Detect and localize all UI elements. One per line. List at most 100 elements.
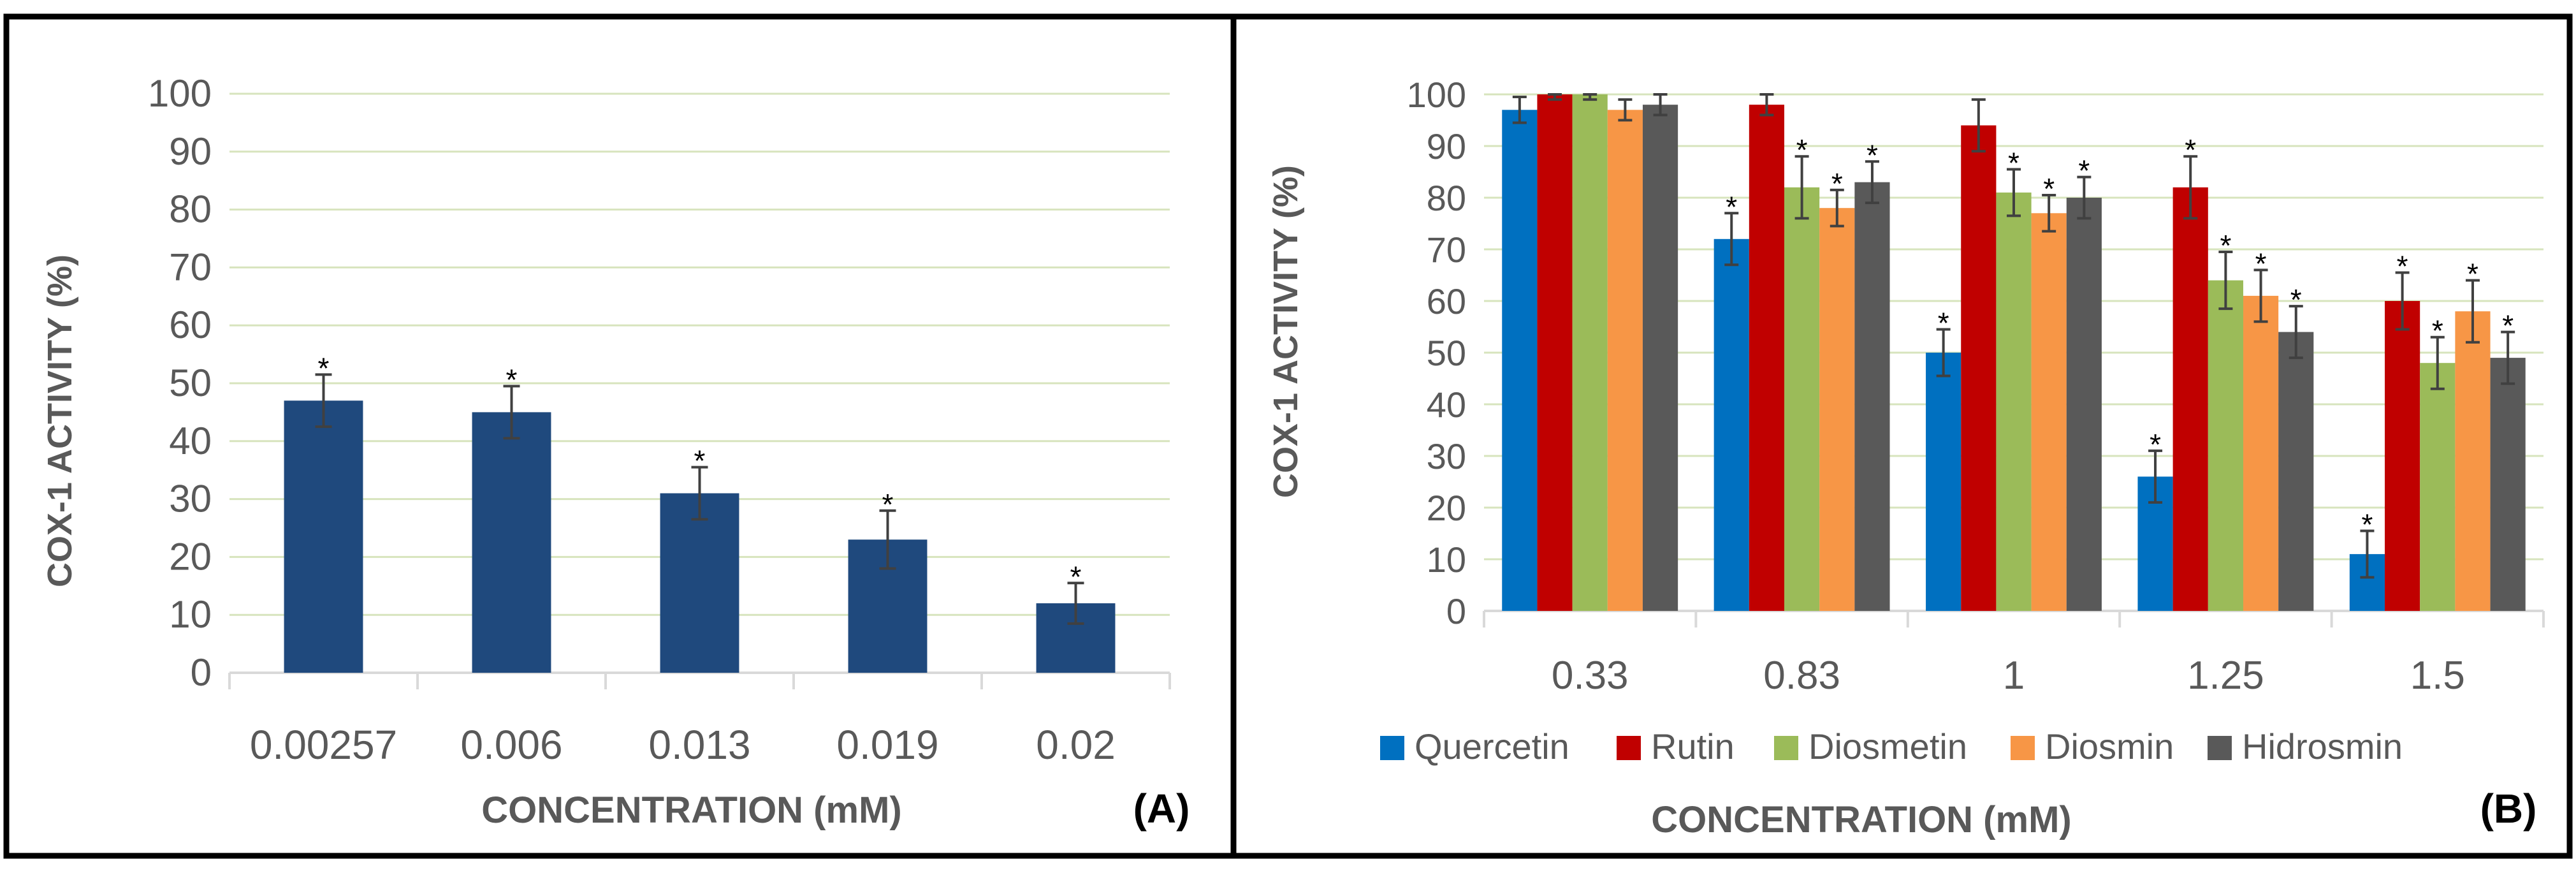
panel-b-legend: Quercetin Rutin Diosmetin Diosmin Hidrosmin	[1380, 726, 2403, 767]
bar	[1642, 105, 1678, 611]
bar	[2031, 213, 2067, 611]
y-tick-label: 20	[1427, 488, 1466, 528]
bar	[1607, 110, 1643, 612]
y-tick-label: 60	[1427, 281, 1466, 321]
panel-a-y-axis-label: COX-1 ACTIVITY (%)	[41, 254, 79, 587]
bar	[2385, 301, 2420, 611]
significance-marker: *	[2008, 146, 2019, 179]
significance-marker: *	[2150, 428, 2161, 461]
significance-marker: *	[1938, 307, 1949, 340]
legend-label: Hidrosmin	[2242, 726, 2403, 767]
significance-marker: *	[694, 444, 706, 478]
y-tick-label: 60	[169, 304, 212, 346]
bar	[2243, 295, 2279, 611]
y-tick-label: 40	[1427, 385, 1466, 425]
legend-label: Diosmin	[2045, 726, 2174, 767]
bar	[1961, 125, 1997, 612]
legend-label: Rutin	[1651, 726, 1735, 767]
significance-marker: *	[2397, 249, 2408, 282]
significance-marker: *	[1867, 138, 1878, 172]
y-tick-label: 30	[1427, 436, 1466, 476]
significance-marker: *	[1796, 133, 1808, 166]
legend-swatch	[1774, 736, 1798, 760]
x-tick-label: 1.5	[2410, 654, 2465, 698]
legend-label: Quercetin	[1415, 726, 1569, 767]
x-tick-label: 0.00257	[250, 722, 397, 768]
legend-label: Diosmetin	[1808, 726, 1967, 767]
y-tick-label: 70	[1427, 230, 1466, 270]
panel-a-y-tick-labels: 0 10 20 30 40 50 60 70 80 90 100	[148, 72, 212, 694]
x-tick-label: 0.006	[460, 722, 562, 768]
bar	[1996, 192, 2032, 611]
panel-b-y-axis-label: COX-1 ACTIVITY (%)	[1267, 165, 1305, 498]
significance-marker: *	[2361, 508, 2373, 541]
y-tick-label: 10	[169, 593, 212, 636]
significance-marker: *	[2502, 309, 2514, 342]
significance-marker: *	[2290, 283, 2302, 316]
x-tick-label: 1	[2003, 654, 2025, 698]
bar	[660, 493, 739, 673]
bar	[2490, 358, 2526, 611]
significance-marker: *	[1070, 560, 1082, 593]
panel-b-bars: * * * * * * * * * * * * * * * * * *	[1502, 93, 2526, 612]
significance-marker: *	[2078, 154, 2090, 187]
panel-a-label: (A)	[1133, 786, 1190, 832]
y-tick-label: 90	[1427, 126, 1466, 166]
panel-b-x-axis-label: CONCENTRATION (mM)	[1651, 799, 2071, 840]
bar	[1714, 238, 1749, 611]
panel-a-bars: * * * * *	[284, 351, 1116, 673]
bar	[2455, 311, 2491, 611]
panel-b-label: (B)	[2480, 786, 2537, 832]
significance-marker: *	[2255, 247, 2267, 280]
bar	[1819, 208, 1855, 611]
y-tick-label: 40	[169, 420, 212, 462]
bar	[2172, 187, 2208, 611]
bar	[284, 400, 363, 673]
bar	[1784, 187, 1820, 611]
y-tick-label: 0	[191, 651, 212, 694]
significance-marker: *	[1726, 190, 1737, 223]
significance-marker: *	[506, 363, 518, 397]
bar	[1502, 110, 1538, 612]
y-tick-label: 100	[1407, 75, 1466, 115]
legend-swatch	[1617, 736, 1641, 760]
x-tick-label: 0.83	[1763, 654, 1840, 698]
x-tick-label: 0.019	[836, 722, 938, 768]
x-tick-label: 0.33	[1552, 654, 1629, 698]
bar	[1572, 94, 1608, 611]
y-tick-label: 80	[169, 188, 212, 231]
bar	[2278, 332, 2314, 611]
bar	[1926, 353, 1961, 611]
x-tick-label: 0.02	[1036, 722, 1116, 768]
panel-a-x-axis-label: CONCENTRATION (mM)	[481, 789, 901, 831]
panel-b-x-tick-labels: 0.33 0.83 1 1.25 1.5	[1552, 654, 2465, 698]
bar	[2066, 198, 2102, 611]
bar	[2420, 363, 2456, 611]
panel-b-y-tick-labels: 0 10 20 30 40 50 60 70 80 90 100	[1407, 75, 1466, 631]
x-tick-label: 0.013	[648, 722, 750, 768]
legend-swatch	[2011, 736, 2035, 760]
significance-marker: *	[318, 351, 330, 385]
bar	[1537, 94, 1573, 611]
y-tick-label: 30	[169, 478, 212, 520]
y-tick-label: 100	[148, 72, 212, 115]
significance-marker: *	[2043, 172, 2055, 205]
y-tick-label: 70	[169, 246, 212, 288]
y-tick-label: 10	[1427, 539, 1466, 580]
y-tick-label: 80	[1427, 178, 1466, 218]
significance-marker: *	[2432, 314, 2443, 348]
bar	[1854, 182, 1890, 611]
significance-marker: *	[2220, 229, 2231, 262]
y-tick-label: 50	[169, 362, 212, 404]
panel-a-x-tick-labels: 0.00257 0.006 0.013 0.019 0.02	[250, 722, 1116, 768]
y-tick-label: 20	[169, 535, 212, 578]
panel-a-gridlines	[229, 92, 1170, 616]
y-tick-label: 50	[1427, 333, 1466, 373]
y-tick-label: 0	[1446, 591, 1466, 631]
bar	[1749, 105, 1785, 611]
y-tick-label: 90	[169, 130, 212, 173]
significance-marker: *	[1831, 167, 1843, 200]
